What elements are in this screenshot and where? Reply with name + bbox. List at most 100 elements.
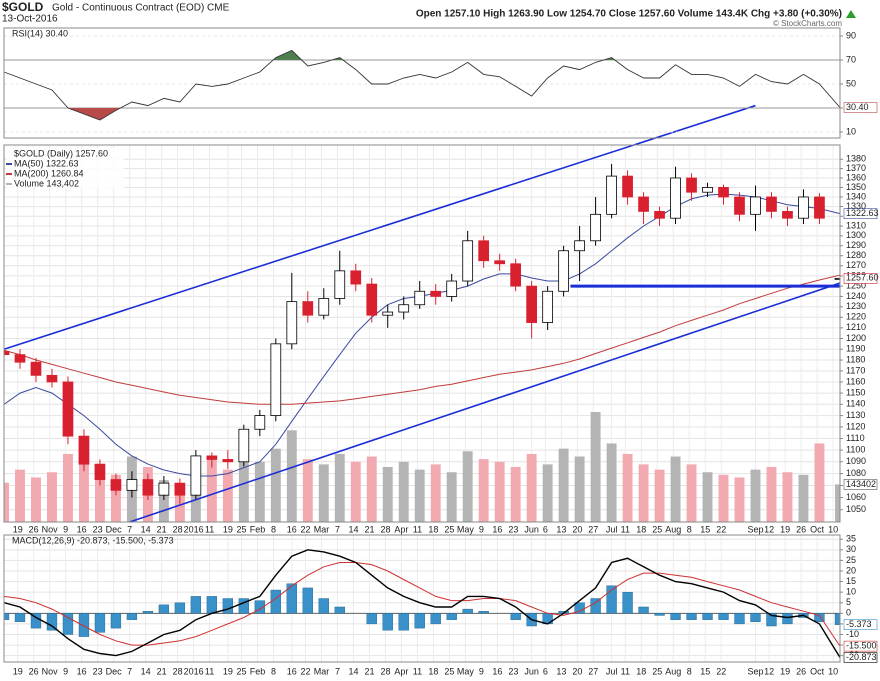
volume-bar — [542, 464, 553, 522]
x-tick-label: 23 — [508, 666, 518, 676]
x-tick-label: 26 — [796, 666, 806, 676]
y-tick-label: 1270 — [846, 260, 866, 270]
x-tick-label: 8 — [687, 524, 692, 534]
candle-body — [78, 435, 90, 465]
x-tick-label: 23 — [508, 524, 518, 534]
x-tick-label: 14 — [348, 666, 358, 676]
x-tick-label: Aug — [665, 666, 681, 676]
candle-body — [318, 298, 330, 316]
candle-body — [718, 187, 729, 198]
histogram-bar — [14, 613, 26, 622]
x-tick-label: 18 — [428, 524, 438, 534]
volume-bar — [15, 469, 25, 522]
histogram-bar — [734, 613, 745, 625]
last-value-box — [843, 640, 878, 652]
histogram-bar — [302, 587, 313, 614]
candle-body — [222, 459, 234, 463]
histogram-bar — [318, 598, 329, 614]
volume-bar — [222, 469, 233, 522]
panel-frame — [3, 534, 841, 663]
last-value-label: -20.873 — [846, 652, 877, 662]
volume-bar — [286, 430, 297, 522]
histogram-bar — [334, 606, 345, 614]
x-tick-label: Oct — [810, 666, 825, 676]
macd-line — [4, 549, 840, 658]
histogram-bar — [718, 613, 729, 620]
x-tick-label: 15 — [700, 666, 710, 676]
x-tick-label: 19 — [13, 666, 23, 676]
y-tick-label: 1380 — [846, 154, 866, 164]
histogram-bar — [834, 613, 840, 625]
candle-body — [494, 260, 506, 265]
y-tick-label: 15 — [846, 576, 856, 586]
candle-body — [558, 250, 569, 292]
histogram-bar — [702, 613, 713, 620]
histogram-bar — [270, 589, 281, 614]
candle-body — [654, 211, 665, 219]
volume-bar — [270, 448, 281, 522]
volume-bar — [382, 467, 393, 522]
x-tick-label: 16 — [287, 666, 297, 676]
histogram-bar — [110, 613, 122, 629]
candle-body — [606, 175, 617, 215]
plot-area — [4, 549, 840, 658]
volume-bar — [814, 443, 825, 522]
x-tick-label: 7 — [335, 524, 340, 534]
candle-body — [366, 283, 378, 316]
candle-body — [110, 479, 122, 491]
x-tick-label: 14 — [141, 666, 151, 676]
legend-swatch — [6, 173, 12, 175]
volume-bar — [750, 469, 761, 522]
x-tick-label: Apr — [394, 666, 408, 676]
histogram-bar — [398, 613, 409, 631]
last-value-box — [843, 652, 878, 663]
volume-bar — [318, 464, 329, 522]
x-tick-label: 18 — [428, 666, 438, 676]
x-tick-label: 27 — [588, 524, 598, 534]
x-tick-label: 13 — [556, 524, 566, 534]
histogram-bar — [222, 598, 234, 614]
x-tick-label: 7 — [127, 666, 132, 676]
volume-bar — [606, 443, 617, 522]
volume-bar — [835, 484, 840, 522]
legend-entry: $GOLD (Daily) 1257.60 — [14, 148, 108, 158]
x-tick-label: 15 — [700, 524, 710, 534]
volume-bar — [718, 474, 729, 522]
histogram-bar — [510, 613, 521, 620]
y-tick-label: 1080 — [846, 468, 866, 478]
volume-bar — [638, 464, 649, 522]
trendline — [3, 104, 756, 350]
x-tick-label: 21 — [157, 524, 167, 534]
candle-body — [30, 361, 42, 376]
x-tick-label: 10 — [828, 524, 838, 534]
histogram-bar — [590, 598, 601, 614]
x-tick-label: Jun — [524, 666, 539, 676]
y-tick-label: 1150 — [846, 387, 865, 397]
volume-bar — [478, 459, 489, 522]
x-tick-label: 16 — [492, 666, 502, 676]
x-tick-label: 7 — [335, 666, 340, 676]
x-tick-label: 25 — [444, 666, 454, 676]
x-tick-label: 22 — [301, 666, 311, 676]
y-tick-label: 1110 — [846, 433, 865, 443]
histogram-bar — [670, 613, 681, 620]
y-tick-label: 10 — [846, 126, 856, 136]
histogram-bar — [782, 613, 793, 625]
panel-frame — [3, 144, 841, 523]
x-tick-label: May — [457, 524, 475, 534]
x-tick-label: 11 — [621, 666, 630, 676]
candle-body — [126, 479, 138, 491]
instrument-name: Gold - Continuous Contract (EOD) CME — [52, 3, 230, 14]
x-tick-label: 11 — [621, 524, 630, 534]
volume-bar — [462, 451, 473, 522]
x-tick-label: 8 — [271, 524, 276, 534]
y-tick-label: 20 — [846, 565, 856, 575]
symbol: $GOLD — [2, 0, 44, 14]
trendline — [129, 282, 841, 523]
last-value-label: 1322.63 — [846, 208, 879, 218]
y-tick-label: 1170 — [846, 365, 865, 375]
oversold-fill — [4, 108, 840, 120]
candle-body — [510, 263, 522, 287]
x-tick-label: 9 — [479, 666, 484, 676]
x-tick-label: 16 — [287, 524, 297, 534]
